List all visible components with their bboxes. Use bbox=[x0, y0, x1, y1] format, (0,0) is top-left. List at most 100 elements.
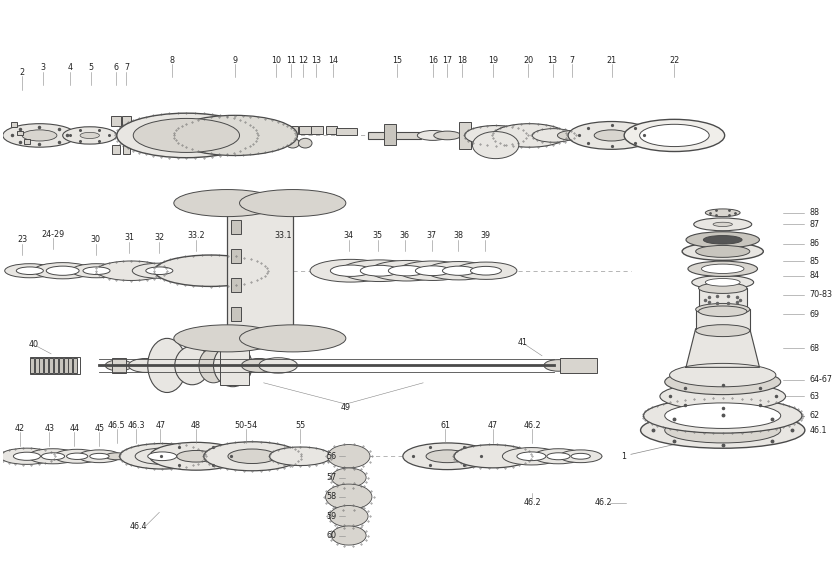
Ellipse shape bbox=[341, 260, 418, 282]
Ellipse shape bbox=[117, 113, 256, 157]
Text: 35: 35 bbox=[372, 231, 383, 240]
Text: 50-54: 50-54 bbox=[235, 421, 258, 430]
Text: 70-83: 70-83 bbox=[810, 290, 833, 300]
Text: 18: 18 bbox=[456, 55, 466, 65]
Text: 46.3: 46.3 bbox=[127, 421, 145, 430]
Bar bbox=[59, 358, 62, 373]
Text: 2: 2 bbox=[19, 68, 25, 77]
Polygon shape bbox=[686, 329, 760, 367]
Ellipse shape bbox=[442, 266, 476, 275]
Ellipse shape bbox=[434, 131, 461, 140]
Text: 9: 9 bbox=[232, 55, 237, 65]
Ellipse shape bbox=[699, 283, 747, 293]
Ellipse shape bbox=[78, 450, 121, 463]
Ellipse shape bbox=[533, 449, 584, 464]
Ellipse shape bbox=[557, 131, 588, 141]
Bar bbox=[337, 128, 357, 135]
Ellipse shape bbox=[454, 445, 531, 468]
Ellipse shape bbox=[426, 450, 469, 463]
Bar bbox=[122, 145, 130, 154]
Ellipse shape bbox=[154, 255, 267, 286]
Text: 13: 13 bbox=[311, 55, 321, 65]
Ellipse shape bbox=[455, 262, 517, 279]
Ellipse shape bbox=[120, 452, 147, 461]
Text: 46.2: 46.2 bbox=[523, 421, 541, 430]
Text: 31: 31 bbox=[124, 233, 134, 243]
Text: 33.1: 33.1 bbox=[274, 231, 292, 240]
Ellipse shape bbox=[174, 325, 280, 352]
Bar bbox=[699, 288, 747, 311]
Bar bbox=[272, 126, 284, 135]
Text: 14: 14 bbox=[328, 55, 338, 65]
Ellipse shape bbox=[532, 129, 575, 142]
Text: 16: 16 bbox=[428, 55, 438, 65]
Ellipse shape bbox=[571, 454, 591, 459]
Text: 37: 37 bbox=[426, 231, 437, 240]
Text: 4: 4 bbox=[68, 64, 73, 72]
Ellipse shape bbox=[242, 359, 277, 373]
Ellipse shape bbox=[624, 120, 725, 152]
Ellipse shape bbox=[146, 267, 173, 275]
Text: 68: 68 bbox=[810, 343, 820, 353]
Ellipse shape bbox=[298, 138, 312, 148]
Ellipse shape bbox=[329, 505, 368, 527]
Text: 88: 88 bbox=[810, 208, 820, 217]
Ellipse shape bbox=[132, 263, 187, 278]
Text: 24-29: 24-29 bbox=[42, 230, 65, 238]
Ellipse shape bbox=[42, 453, 65, 460]
Ellipse shape bbox=[660, 382, 786, 410]
Ellipse shape bbox=[83, 267, 110, 275]
Text: 58: 58 bbox=[327, 493, 337, 501]
Ellipse shape bbox=[0, 448, 54, 465]
Ellipse shape bbox=[502, 448, 561, 465]
Ellipse shape bbox=[517, 452, 546, 461]
Bar bbox=[122, 116, 132, 126]
Text: 21: 21 bbox=[606, 55, 616, 65]
Bar bbox=[30, 358, 33, 373]
Ellipse shape bbox=[493, 124, 566, 147]
Ellipse shape bbox=[682, 243, 763, 261]
Bar bbox=[231, 250, 241, 263]
Text: 43: 43 bbox=[44, 424, 54, 433]
Ellipse shape bbox=[67, 453, 87, 459]
Text: 5: 5 bbox=[88, 64, 93, 72]
Text: 34: 34 bbox=[344, 231, 354, 240]
Ellipse shape bbox=[177, 451, 216, 462]
Ellipse shape bbox=[147, 452, 177, 461]
Ellipse shape bbox=[416, 266, 450, 276]
Text: 38: 38 bbox=[453, 231, 463, 240]
Text: 7: 7 bbox=[124, 64, 129, 72]
Ellipse shape bbox=[665, 369, 781, 395]
Text: 56: 56 bbox=[327, 452, 337, 461]
Text: 44: 44 bbox=[69, 424, 79, 433]
Ellipse shape bbox=[332, 526, 367, 545]
Text: 48: 48 bbox=[191, 421, 201, 430]
Text: 41: 41 bbox=[517, 338, 527, 347]
Ellipse shape bbox=[27, 449, 78, 464]
Ellipse shape bbox=[54, 449, 101, 463]
Ellipse shape bbox=[174, 189, 280, 217]
Ellipse shape bbox=[13, 452, 41, 461]
Bar bbox=[231, 279, 241, 292]
Text: 3: 3 bbox=[41, 64, 46, 72]
Ellipse shape bbox=[686, 231, 760, 248]
Bar bbox=[112, 358, 126, 373]
Bar bbox=[54, 358, 57, 373]
Ellipse shape bbox=[332, 468, 367, 487]
Ellipse shape bbox=[713, 222, 732, 226]
Bar bbox=[368, 132, 421, 139]
Ellipse shape bbox=[706, 279, 740, 286]
Ellipse shape bbox=[701, 264, 744, 273]
Text: 40: 40 bbox=[28, 340, 38, 349]
Ellipse shape bbox=[105, 453, 128, 460]
Ellipse shape bbox=[150, 442, 242, 470]
Bar bbox=[17, 131, 23, 135]
Text: 17: 17 bbox=[442, 55, 452, 65]
Text: 85: 85 bbox=[810, 257, 820, 266]
Text: 15: 15 bbox=[392, 55, 402, 65]
Ellipse shape bbox=[643, 398, 802, 433]
Ellipse shape bbox=[199, 348, 228, 383]
Bar bbox=[111, 116, 121, 126]
Bar bbox=[30, 357, 80, 374]
Bar bbox=[299, 126, 311, 135]
